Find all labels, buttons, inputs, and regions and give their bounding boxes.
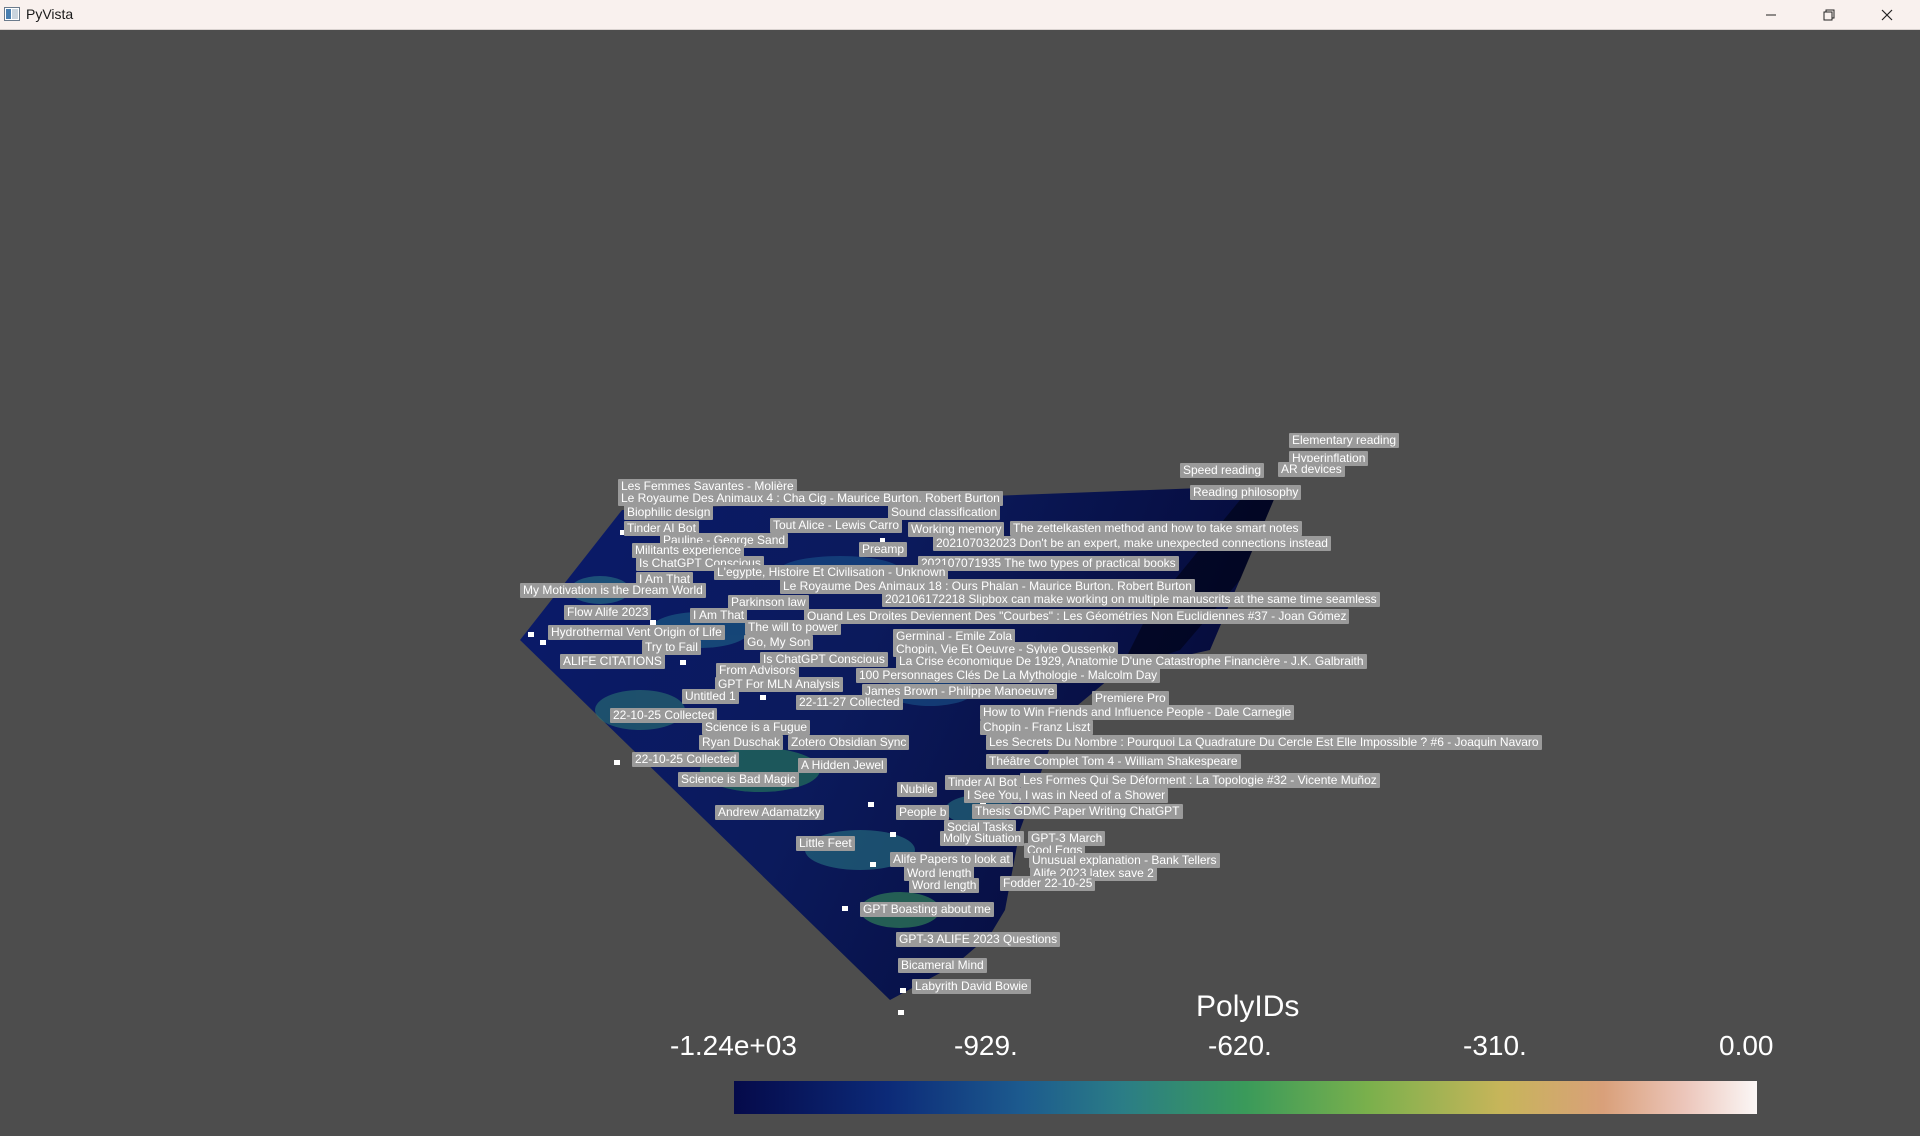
point-label: Reading philosophy [1190, 485, 1302, 500]
point-label: Premiere Pro [1092, 691, 1169, 706]
point-label: Les Formes Qui Se Déforment : La Topolog… [1020, 773, 1380, 788]
close-icon [1881, 9, 1893, 20]
scalar-bar-tick: 0.00 [1719, 1030, 1774, 1061]
point-label: Les Secrets Du Nombre : Pourquoi La Quad… [986, 735, 1542, 750]
render-viewport[interactable]: Elementary reading Hyperinflation Speed … [0, 30, 1920, 1136]
scalar-bar-gradient [734, 1081, 1757, 1114]
point-label: 22-10-25 Collected [632, 752, 740, 767]
close-button[interactable] [1858, 0, 1916, 29]
restore-button[interactable] [1800, 0, 1858, 29]
point-label: The zettelkasten method and how to take … [1010, 521, 1302, 536]
point-label: Word length [904, 866, 975, 881]
point-label: ALIFE CITATIONS [560, 654, 665, 669]
point-label: Bicameral Mind [898, 958, 987, 973]
point-label: Militants experience [632, 543, 745, 558]
point-label: Biophilic design [624, 505, 714, 520]
pyvista-app-icon [4, 7, 20, 21]
point-label: How to Win Friends and Influence People … [980, 705, 1295, 720]
point-label: Thesis GDMC Paper Writing ChatGPT [972, 804, 1183, 819]
point-label: Théâtre Complet Tom 4 - William Shakespe… [986, 754, 1241, 769]
point-label: La Crise économique De 1929, Anatomie D'… [896, 654, 1367, 669]
point-label: Parkinson law [728, 595, 809, 610]
point-label: I See You, I was in Need of a Shower [964, 788, 1169, 803]
point-label: 202107071935 The two types of practical … [918, 556, 1179, 571]
title-bar[interactable]: PyVista [0, 0, 1920, 30]
point-label: Word length [909, 878, 980, 893]
point-label: Speed reading [1180, 463, 1265, 478]
point-label: Tinder AI Bot [624, 521, 699, 536]
minimize-button[interactable] [1742, 0, 1800, 29]
point-label: A Hidden Jewel [798, 758, 887, 773]
point-label: Andrew Adamatzky [715, 805, 824, 820]
point-label: Chopin - Franz Liszt [980, 720, 1094, 735]
point-label: Sound classification [888, 505, 1001, 520]
point-label: AR devices [1278, 462, 1345, 477]
point-label: Elementary reading [1289, 433, 1400, 448]
point-label: Chopin, Vie Et Oeuvre - Sylvie Oussenko [893, 642, 1119, 657]
point-label: Alife Papers to look at [890, 852, 1013, 867]
window-title: PyVista [26, 6, 74, 22]
point-label: Ryan Duschak [699, 735, 784, 750]
point-label: Les Femmes Savantes - Molière [618, 479, 797, 494]
restore-icon [1823, 9, 1835, 20]
point-label: Fodder 22-10-25 [1000, 876, 1096, 891]
scalar-bar-tick: -1.24e+03 [670, 1030, 797, 1061]
point-label: Try to Fail [642, 640, 701, 655]
point-label: Germinal - Emile Zola [893, 629, 1016, 644]
point-label: Little Feet [796, 836, 855, 851]
point-label: Untitled 1 [682, 689, 739, 704]
point-label: Tout Alice - Lewis Carro [770, 518, 903, 533]
scalar-bar-tick: -310. [1463, 1030, 1527, 1061]
point-label: Flow Alife 2023 [564, 605, 652, 620]
point-label: 22-11-27 Collected [796, 695, 903, 710]
point-label: 202106172218 Slipbox can make working on… [882, 592, 1380, 607]
point-label: Quand Les Droites Deviennent Des "Courbe… [804, 609, 1350, 624]
point-label: 100 Personnages Clés De La Mythologie - … [856, 668, 1161, 683]
point-label: GPT For MLN Analysis [715, 677, 843, 692]
point-label: Zotero Obsidian Sync [788, 735, 910, 750]
scalar-bar-tick: -620. [1208, 1030, 1272, 1061]
point-label: Working memory [908, 522, 1005, 537]
point-label: James Brown - Philippe Manoeuvre [862, 684, 1058, 699]
point-label: GPT-3 March [1028, 831, 1106, 846]
point-label: Nubile [897, 782, 938, 797]
point-label: Molly Situation [940, 831, 1025, 846]
point-label: Le Royaume Des Animaux 18 : Ours Phalan … [780, 579, 1195, 594]
scalar-bar-title: PolyIDs [1196, 990, 1300, 1023]
point-label: Science is Bad Magic [678, 772, 799, 787]
point-label: Le Royaume Des Animaux 4 : Cha Cig - Mau… [618, 491, 1003, 506]
point-label: I Am That [690, 608, 748, 623]
point-label: Unusual explanation - Bank Tellers [1029, 853, 1220, 868]
point-label: Go, My Son [744, 635, 814, 650]
point-label: 22-10-25 Collected [610, 708, 718, 723]
point-label: The will to power [745, 620, 842, 635]
point-label: Preamp [859, 542, 908, 557]
point-label: GPT-3 ALIFE 2023 Questions [896, 932, 1061, 947]
scalar-bar-tick: -929. [954, 1030, 1018, 1061]
point-label: My Motivation is the Dream World [520, 583, 706, 598]
point-label: L'egypte, Histoire Et Civilisation - Unk… [714, 565, 949, 580]
point-label: Hydrothermal Vent Origin of Life [548, 625, 725, 640]
minimize-icon [1766, 14, 1776, 15]
point-label: Science is a Fugue [702, 720, 811, 735]
point-label: Tinder AI Bot [945, 775, 1020, 790]
point-label: From Advisors [716, 663, 799, 678]
point-label: GPT Boasting about me [860, 902, 994, 917]
point-label: 202107032023 Don't be an expert, make un… [933, 536, 1331, 551]
point-label: Labyrith David Bowie [912, 979, 1031, 994]
point-label: People b [896, 805, 950, 820]
